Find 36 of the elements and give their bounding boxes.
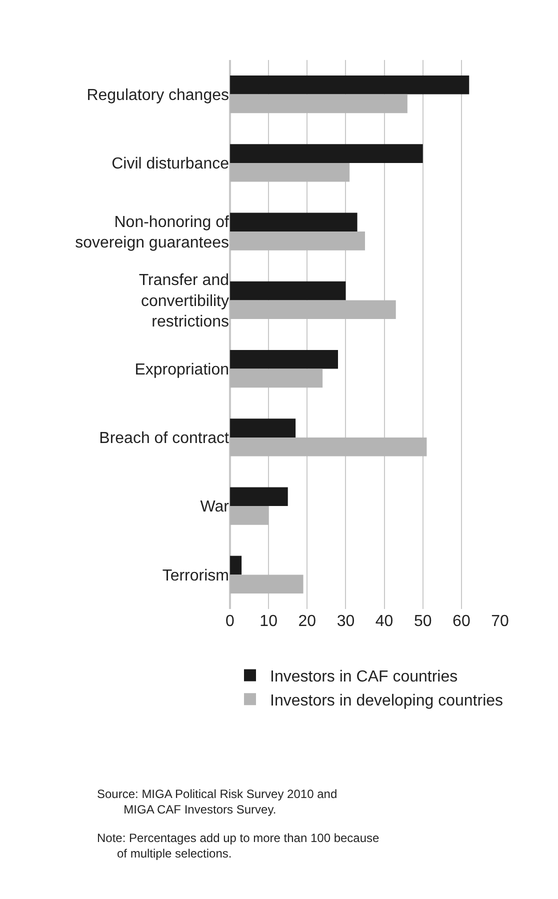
- bar: [230, 281, 346, 300]
- x-tick-label: 30: [336, 613, 355, 630]
- x-tick-label: 10: [260, 613, 278, 630]
- legend-label: Investors in developing countries: [270, 692, 504, 710]
- bar: [230, 75, 470, 94]
- bar: [230, 232, 365, 250]
- bar: [230, 487, 288, 506]
- y-tick-label: Non-honoring of sovereign guarantees: [75, 214, 230, 252]
- y-tick-label: Civil disturbance: [112, 156, 230, 173]
- y-tick-label: Breach of contract: [99, 430, 230, 448]
- x-tick-label: 60: [452, 613, 470, 630]
- source-note: Source: MIGA Political Risk Survey 2010 and MIGA CAF Investors Survey.: [97, 787, 338, 817]
- x-tick-label: 0: [226, 613, 235, 630]
- x-tick-label: 50: [414, 613, 432, 630]
- text: Note: Percentages add up to more than 100 because of multiple selections.: [97, 831, 380, 861]
- bar: [230, 350, 338, 369]
- y-tick-label: Transfer and convertibility restrictions: [138, 272, 229, 331]
- x-tick-label: 40: [375, 613, 394, 630]
- bar: [230, 506, 269, 525]
- y-tick-label: War: [200, 498, 230, 516]
- y-tick-label: Terrorism: [162, 567, 229, 584]
- bar: [230, 300, 396, 320]
- bar: [230, 162, 350, 182]
- bar: [230, 556, 242, 575]
- y-tick-label: Expropriation: [134, 361, 229, 378]
- bar: [230, 368, 323, 388]
- bar: [230, 212, 358, 232]
- bar: [230, 94, 408, 114]
- bar: [230, 418, 296, 438]
- legend-label: Investors in CAF countries: [270, 668, 458, 686]
- x-tick-label: 70: [491, 613, 509, 630]
- x-tick-label: 20: [298, 613, 316, 630]
- y-tick-label: Regulatory changes: [86, 86, 229, 104]
- bar: [230, 574, 304, 594]
- bar: [230, 437, 427, 456]
- bar: [230, 144, 423, 163]
